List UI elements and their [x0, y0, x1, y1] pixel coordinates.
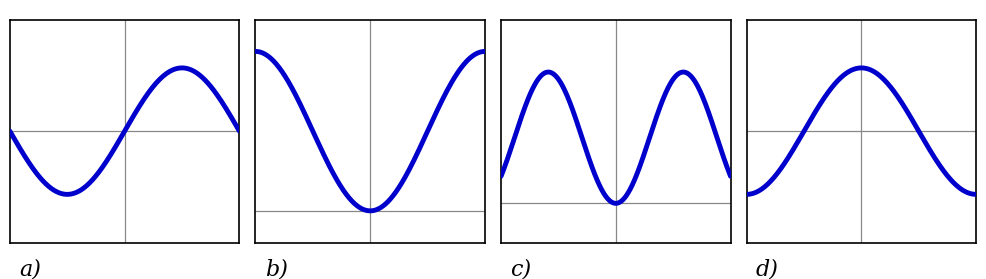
Text: d): d)	[756, 258, 779, 279]
Text: b): b)	[264, 258, 288, 279]
Text: a): a)	[19, 258, 40, 279]
Text: c): c)	[510, 258, 531, 279]
